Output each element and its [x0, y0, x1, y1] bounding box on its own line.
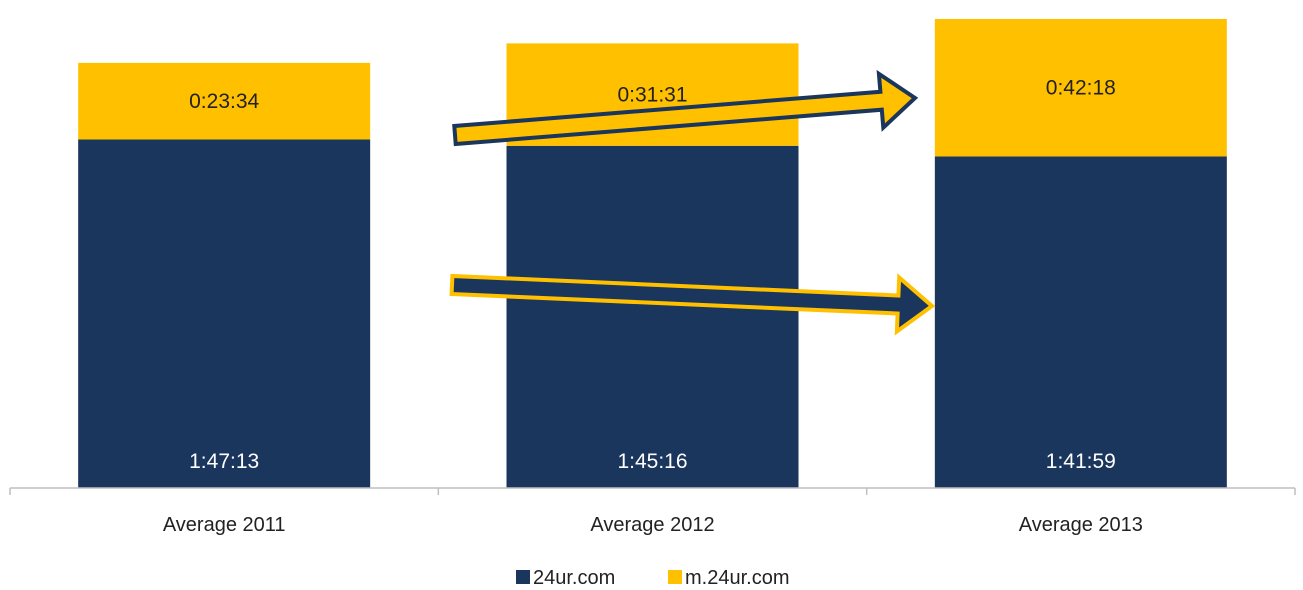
value-label-mobile-1: 0:31:31: [617, 84, 687, 107]
value-label-desktop-0: 1:47:13: [189, 450, 259, 473]
x-tick-labels: Average 2011 Average 2012 Average 2013: [163, 514, 1143, 536]
arrow-desktop-stable: [449, 273, 936, 336]
bar-desktop-2: [934, 156, 1227, 488]
legend-swatch-1: [668, 570, 682, 584]
legend-label-0: 24ur.com: [533, 567, 615, 589]
annotation-arrows-layer: [449, 69, 936, 336]
legend-swatch-0: [516, 570, 530, 584]
bars-layer: [78, 18, 1227, 489]
arrow-mobile-growth: [452, 69, 919, 147]
value-labels-layer: 1:47:13 0:23:34 1:45:16 0:31:31 1:41:59 0:42:…: [189, 77, 1116, 473]
bar-mobile-0: [78, 62, 371, 140]
bar-mobile-2: [934, 18, 1227, 157]
value-label-mobile-0: 0:23:34: [189, 90, 259, 113]
value-label-desktop-1: 1:45:16: [617, 450, 687, 473]
value-label-desktop-2: 1:41:59: [1046, 450, 1116, 473]
bar-desktop-1: [506, 145, 799, 488]
legend: 24ur.com m.24ur.com: [516, 567, 789, 589]
bar-desktop-0: [78, 139, 371, 489]
legend-label-1: m.24ur.com: [685, 567, 789, 589]
x-tick-label-2: Average 2013: [1019, 514, 1143, 536]
x-tick-label-0: Average 2011: [163, 514, 286, 536]
x-axis: [9, 487, 1296, 495]
value-label-mobile-2: 0:42:18: [1046, 77, 1116, 100]
x-tick-label-1: Average 2012: [590, 514, 714, 536]
